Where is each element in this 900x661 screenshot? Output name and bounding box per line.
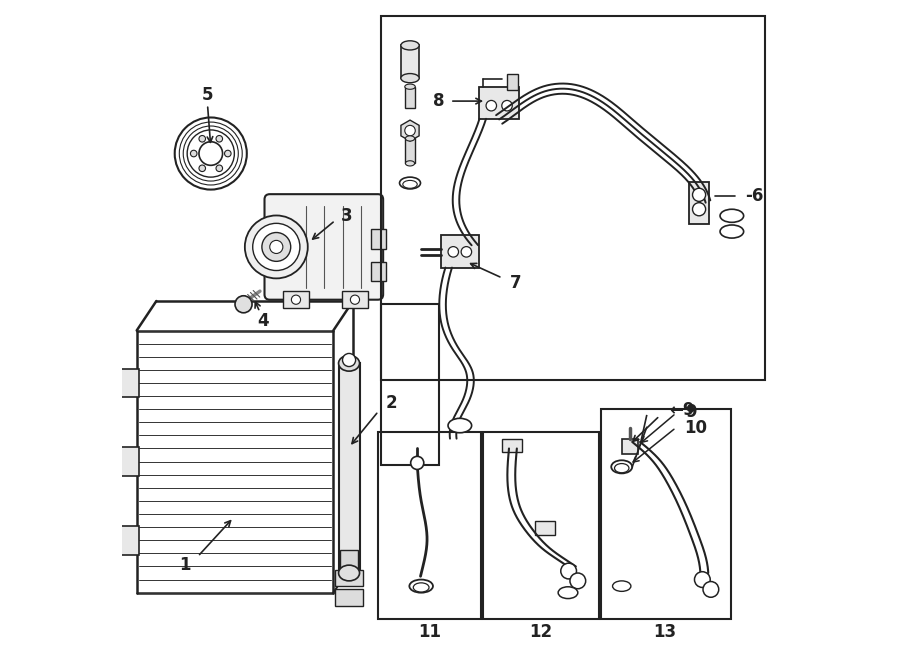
Text: 3: 3 <box>340 207 352 225</box>
Ellipse shape <box>720 210 743 222</box>
Circle shape <box>199 136 205 142</box>
Bar <box>336 590 363 605</box>
Bar <box>372 229 386 249</box>
Bar <box>342 292 368 307</box>
Circle shape <box>405 126 415 136</box>
Ellipse shape <box>558 587 578 599</box>
Circle shape <box>262 233 291 261</box>
Circle shape <box>175 118 247 190</box>
Bar <box>283 292 309 307</box>
Text: 12: 12 <box>529 623 552 641</box>
Circle shape <box>235 295 252 313</box>
Text: 8: 8 <box>433 92 445 110</box>
Ellipse shape <box>338 356 359 371</box>
Bar <box>336 570 363 586</box>
Circle shape <box>692 188 706 202</box>
Bar <box>121 369 139 397</box>
Circle shape <box>184 126 239 181</box>
Ellipse shape <box>400 73 419 83</box>
Bar <box>405 87 415 108</box>
Ellipse shape <box>613 581 631 592</box>
Circle shape <box>410 456 424 469</box>
Circle shape <box>179 122 242 185</box>
Circle shape <box>216 136 222 142</box>
Text: 4: 4 <box>257 312 269 330</box>
Bar <box>507 73 517 90</box>
Text: 7: 7 <box>509 274 521 292</box>
Circle shape <box>253 223 300 270</box>
Text: 1: 1 <box>179 556 190 574</box>
Bar <box>502 439 522 451</box>
Circle shape <box>502 100 512 111</box>
Circle shape <box>703 582 719 598</box>
Circle shape <box>461 247 472 257</box>
Circle shape <box>570 573 586 589</box>
Ellipse shape <box>615 463 629 473</box>
Ellipse shape <box>405 136 415 141</box>
Text: 2: 2 <box>386 393 398 412</box>
Bar <box>689 182 709 223</box>
Circle shape <box>486 100 497 111</box>
Bar <box>121 447 139 476</box>
Circle shape <box>224 150 231 157</box>
Circle shape <box>216 165 222 172</box>
Ellipse shape <box>400 41 419 50</box>
Ellipse shape <box>403 180 418 188</box>
Bar <box>622 440 638 453</box>
Circle shape <box>270 241 283 253</box>
Bar <box>405 138 415 163</box>
Circle shape <box>350 295 359 304</box>
Text: 10: 10 <box>685 418 707 436</box>
Bar <box>536 521 555 535</box>
Text: 11: 11 <box>418 623 441 641</box>
Bar <box>378 432 482 619</box>
Bar <box>338 364 359 573</box>
Bar <box>442 235 480 268</box>
Bar <box>121 525 139 555</box>
Circle shape <box>245 215 308 278</box>
Circle shape <box>343 354 356 367</box>
Circle shape <box>199 165 205 172</box>
Text: 13: 13 <box>653 623 677 641</box>
Text: -6: -6 <box>745 187 763 205</box>
Circle shape <box>561 563 577 579</box>
FancyBboxPatch shape <box>265 194 383 299</box>
Ellipse shape <box>410 580 433 593</box>
Text: ←9: ←9 <box>670 401 695 420</box>
Ellipse shape <box>448 418 472 433</box>
Ellipse shape <box>400 177 420 189</box>
Ellipse shape <box>720 225 743 238</box>
Ellipse shape <box>611 460 632 473</box>
Ellipse shape <box>405 161 415 166</box>
Bar <box>372 262 386 282</box>
Ellipse shape <box>413 583 429 592</box>
Circle shape <box>191 150 197 157</box>
Ellipse shape <box>338 565 359 581</box>
Circle shape <box>448 247 458 257</box>
Circle shape <box>695 572 710 588</box>
Circle shape <box>292 295 301 304</box>
Circle shape <box>692 203 706 215</box>
Circle shape <box>199 141 222 165</box>
Bar <box>482 432 599 619</box>
Bar <box>601 409 731 619</box>
Circle shape <box>187 130 234 177</box>
Bar <box>340 550 358 580</box>
Bar <box>382 304 439 465</box>
Text: 9: 9 <box>685 403 697 422</box>
Bar <box>382 16 765 379</box>
Bar <box>400 46 419 78</box>
Bar <box>480 87 518 119</box>
Text: 5: 5 <box>202 85 213 104</box>
Ellipse shape <box>405 84 415 89</box>
